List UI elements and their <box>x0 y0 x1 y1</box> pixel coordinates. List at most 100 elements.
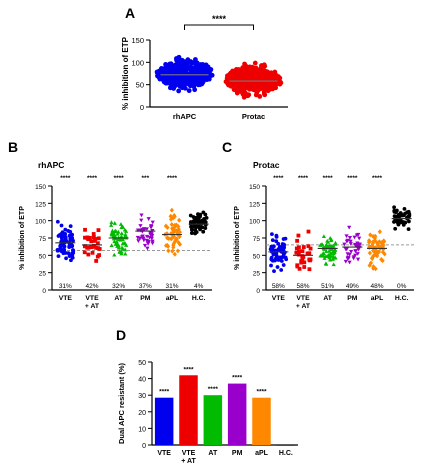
data-point <box>124 243 129 247</box>
bar <box>154 397 174 445</box>
data-point <box>406 227 411 232</box>
data-point <box>97 247 102 251</box>
data-point <box>112 252 117 257</box>
data-point <box>83 244 88 249</box>
data-point <box>142 243 148 248</box>
data-point <box>279 268 284 272</box>
data-point <box>203 226 208 231</box>
data-point <box>136 239 141 244</box>
chart-title: rhAPC <box>38 160 64 170</box>
data-point <box>192 74 198 80</box>
data-point <box>343 247 348 252</box>
data-point <box>63 235 68 240</box>
data-point <box>120 241 125 246</box>
panel-a-chart: 0 50 100 150% inhibition of ETP rhAPC Protac *… <box>121 14 288 121</box>
data-point <box>233 75 239 81</box>
data-point <box>94 245 98 250</box>
data-point <box>114 239 119 244</box>
data-point <box>166 236 171 242</box>
x-tick-label: VTE <box>85 295 99 302</box>
data-point <box>187 83 193 89</box>
y-tick-label: 0 <box>256 288 260 295</box>
data-point <box>117 236 122 241</box>
data-point <box>67 245 72 250</box>
data-point <box>306 244 311 249</box>
significance-label: **** <box>372 175 383 182</box>
data-point <box>114 229 119 234</box>
data-point <box>59 234 63 238</box>
x-tick-label: AT <box>208 450 218 457</box>
data-point <box>231 69 237 75</box>
data-point <box>299 259 304 264</box>
data-point <box>168 216 174 222</box>
data-point <box>64 256 68 261</box>
data-point <box>394 210 398 214</box>
significance-label: **** <box>167 175 178 182</box>
data-point <box>333 255 338 260</box>
y-tick-label: 150 <box>249 184 260 191</box>
percent-label: 58% <box>296 283 309 290</box>
data-point <box>306 229 311 234</box>
y-tick-label: 150 <box>131 36 144 45</box>
x-tick-label: rhAPC <box>173 112 197 121</box>
data-point <box>192 87 198 93</box>
data-point <box>355 241 360 246</box>
data-point <box>177 241 183 247</box>
percent-label: 31% <box>165 283 178 290</box>
percent-label: 51% <box>321 283 334 290</box>
y-axis-label: % inhibition of ETP <box>234 206 241 270</box>
data-point <box>344 234 349 239</box>
data-point <box>406 209 411 214</box>
data-point <box>111 231 117 236</box>
data-point <box>332 248 338 253</box>
data-point <box>257 94 263 99</box>
data-point <box>168 75 173 80</box>
x-tick-label: + AT <box>181 458 196 465</box>
data-point <box>195 217 199 222</box>
data-point <box>273 82 278 88</box>
x-tick-label: VTE <box>296 295 310 302</box>
data-point <box>89 245 94 250</box>
data-point <box>320 242 325 247</box>
data-point <box>167 65 172 70</box>
data-point <box>83 227 87 232</box>
data-point <box>321 234 326 238</box>
data-point <box>402 213 406 218</box>
data-point <box>396 222 401 227</box>
data-point <box>62 244 67 249</box>
data-point <box>300 249 305 254</box>
data-point <box>169 207 174 213</box>
panel-c-chart: Protac 0 25 50 75 100 125 150 % inhibition of ET… <box>234 160 414 310</box>
data-point <box>295 263 300 268</box>
data-point <box>89 239 94 244</box>
data-point <box>56 254 61 259</box>
data-point <box>281 247 286 251</box>
data-point <box>377 229 382 235</box>
data-point <box>176 88 182 94</box>
data-point <box>112 221 117 225</box>
data-point <box>392 205 397 210</box>
data-point <box>275 265 280 269</box>
data-point <box>308 246 313 251</box>
data-point <box>91 243 96 248</box>
data-point <box>268 247 273 252</box>
data-point <box>270 257 274 262</box>
data-point <box>351 256 356 261</box>
x-tick-label: VTE <box>272 295 286 302</box>
data-point <box>181 67 187 72</box>
data-point <box>245 93 251 99</box>
data-point <box>172 228 178 234</box>
data-point <box>228 83 234 89</box>
data-point <box>123 247 128 252</box>
percent-label: 58% <box>272 283 285 290</box>
y-tick-label: 50 <box>39 253 47 260</box>
data-point <box>297 249 302 254</box>
y-tick-label: 100 <box>131 58 144 67</box>
data-point <box>109 243 114 248</box>
data-point <box>59 223 64 228</box>
significance-label: **** <box>256 389 267 396</box>
data-point <box>182 62 188 68</box>
data-point <box>402 206 407 211</box>
panel-label-b: B <box>8 139 18 155</box>
data-point <box>270 238 275 243</box>
